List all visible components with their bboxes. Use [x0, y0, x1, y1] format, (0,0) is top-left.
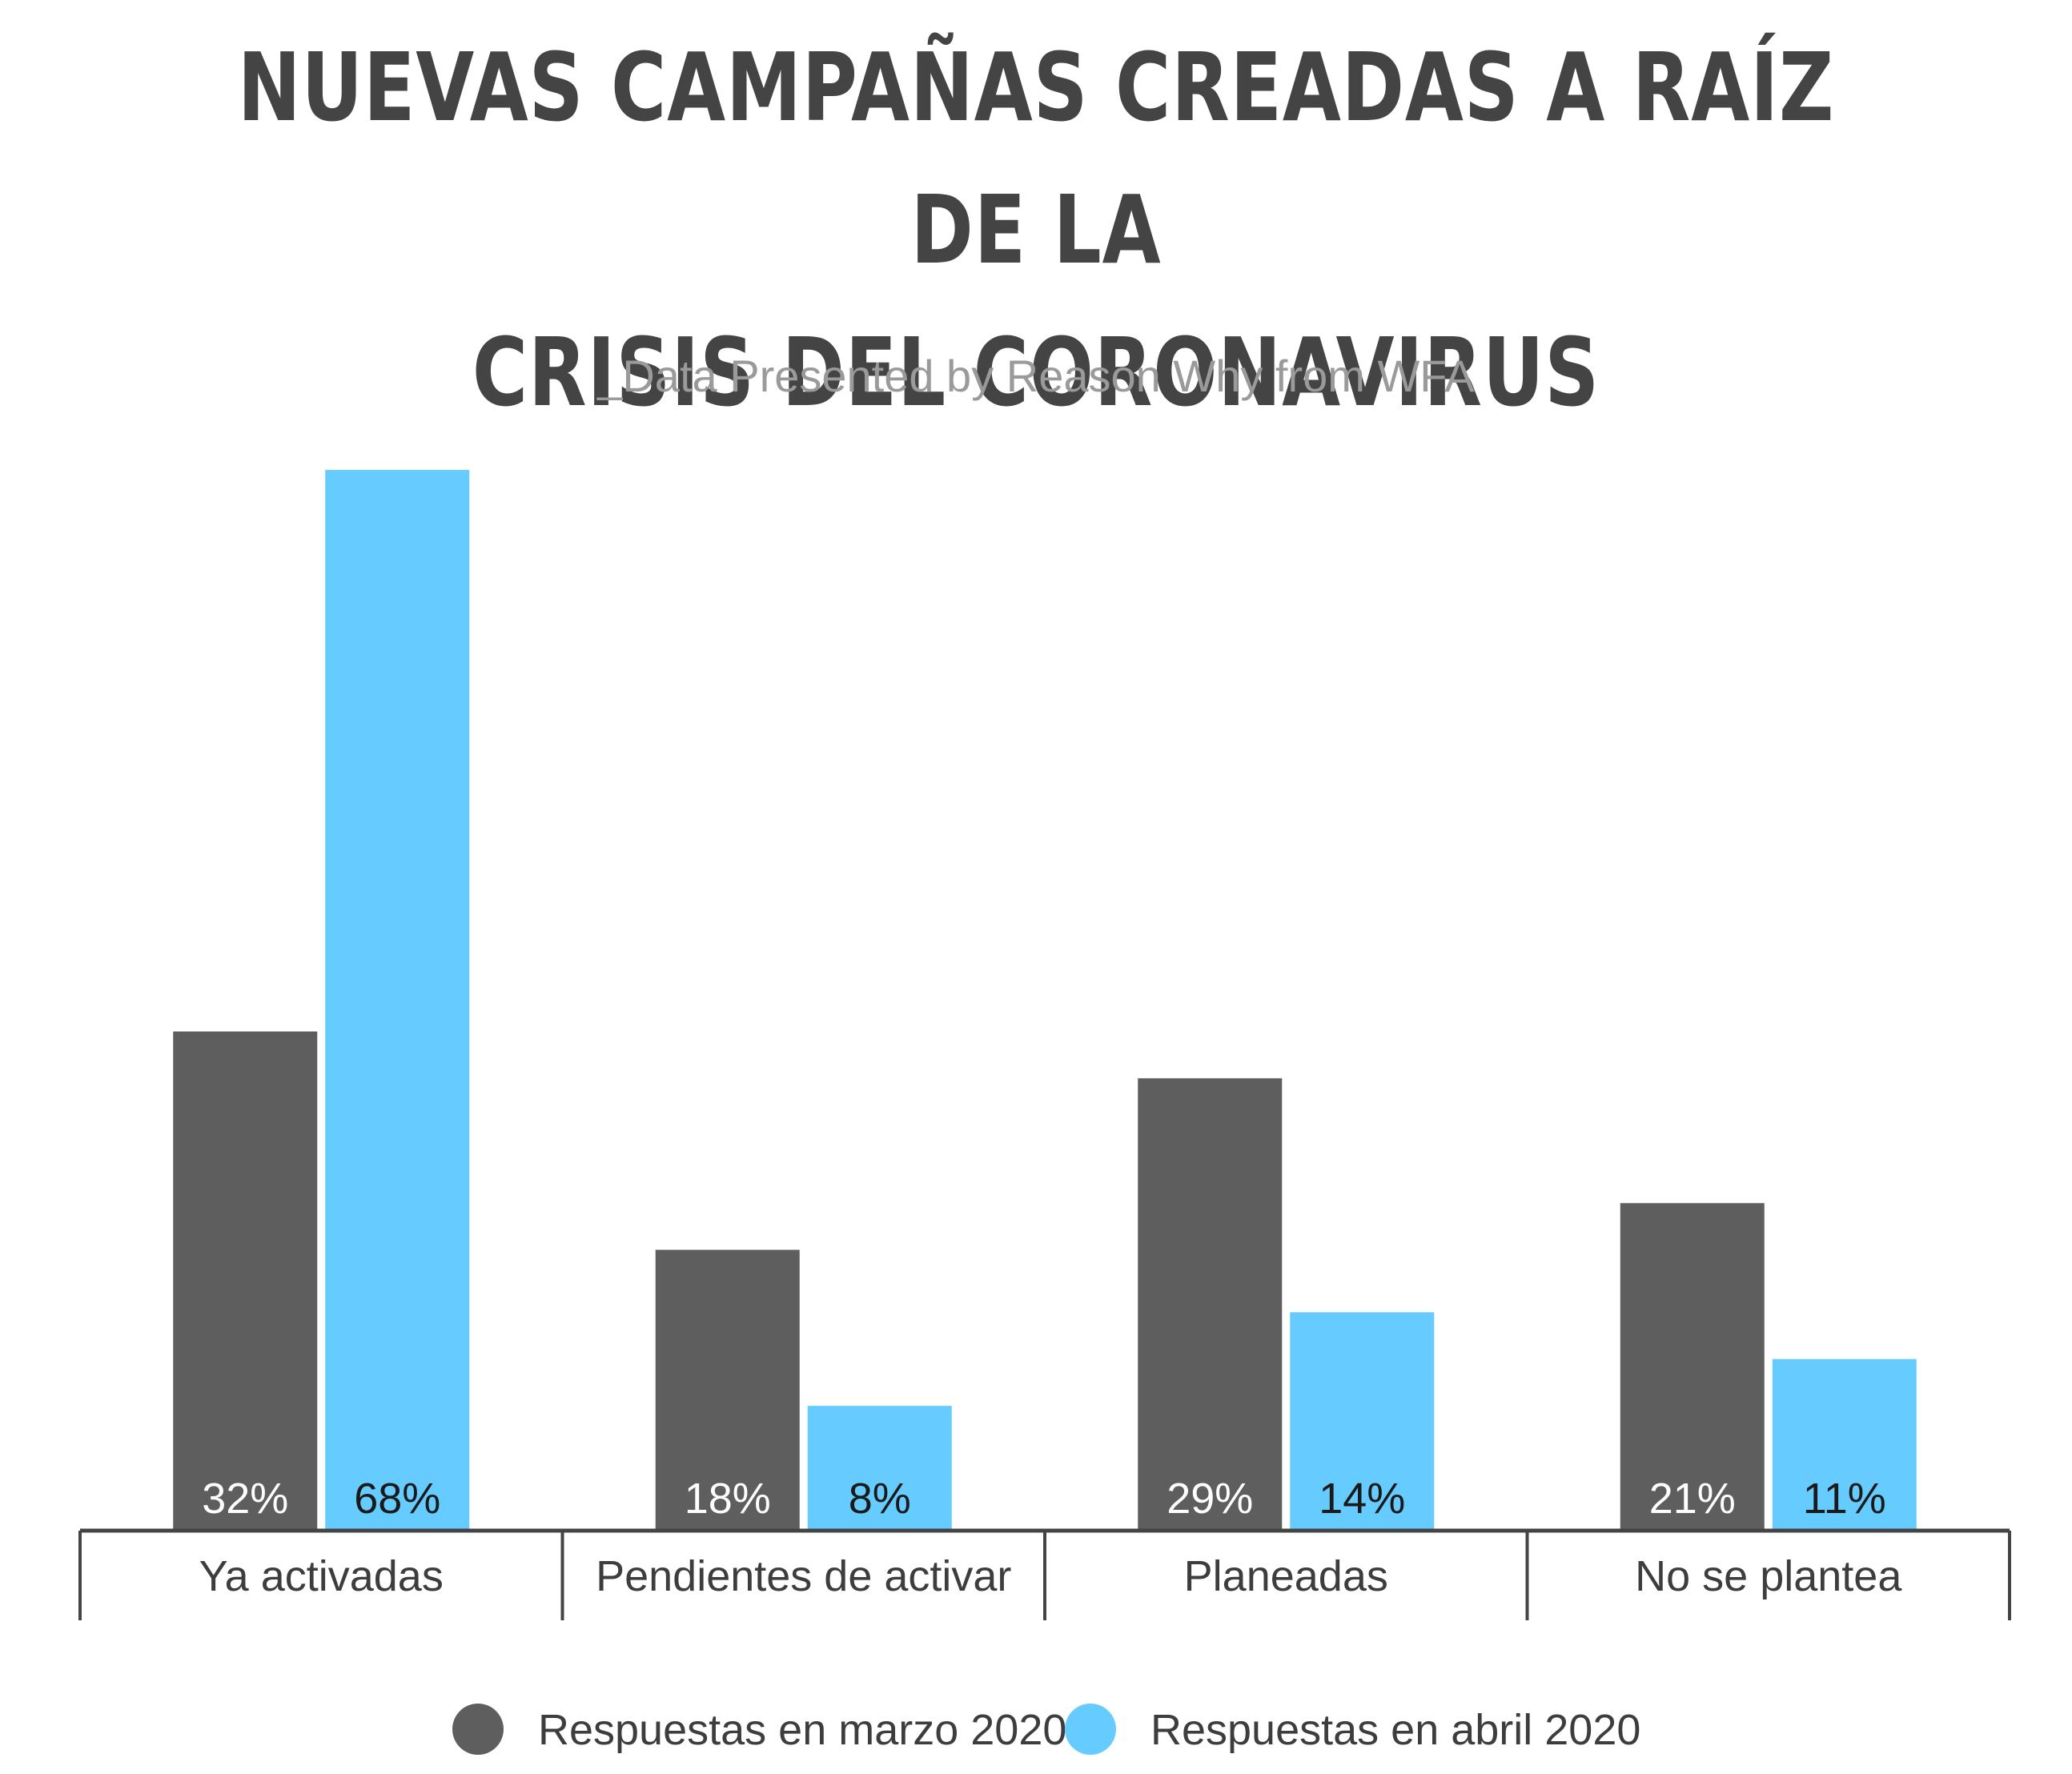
data-label-marzo-2: 18%	[685, 1475, 771, 1523]
bar-marzo-3	[1138, 1078, 1283, 1531]
bar-abril-4	[1772, 1359, 1917, 1531]
legend-label-abril: Respuestas en abril 2020	[1150, 1706, 1640, 1754]
chart-title: NUEVAS CAMPAÑAS CREADAS A RAÍZ DE LA CRI…	[207, 16, 1865, 444]
x-axis: Ya activadas Pendientes de activar Planead…	[78, 1528, 2011, 1620]
data-label-abril-3: 14%	[1319, 1475, 1405, 1523]
bar-abril-3	[1290, 1312, 1435, 1531]
data-label-abril-2: 8%	[849, 1475, 911, 1523]
chart-title-line-2: CRISIS DEL CORONAVIRUS	[472, 317, 1600, 427]
x-tick-label-2: Pendientes de activar	[596, 1552, 1011, 1600]
data-label-marzo-3: 29%	[1167, 1475, 1253, 1523]
x-tick-label-3: Planeadas	[1184, 1552, 1388, 1600]
legend-marker-abril	[1065, 1704, 1116, 1755]
chart-title-line-1: NUEVAS CAMPAÑAS CREADAS A RAÍZ DE LA	[237, 32, 1835, 285]
x-tick-label-1: Ya activadas	[199, 1552, 444, 1600]
bar-abril-1	[325, 470, 470, 1531]
legend: Respuestas en marzo 2020 Respuestas en ab…	[452, 1704, 1640, 1755]
bars-group: 32% 68% 18% 8% 29% 14% 21% 11%	[173, 470, 1917, 1531]
data-label-marzo-1: 32%	[202, 1475, 288, 1523]
bar-marzo-4	[1620, 1202, 1765, 1531]
bar-abril-2	[807, 1406, 952, 1531]
data-label-abril-1: 68%	[354, 1475, 440, 1523]
data-label-abril-4: 11%	[1803, 1475, 1886, 1523]
chart-subtitle: _Data Presented by Reason Why from WFA	[597, 351, 1475, 401]
legend-label-marzo: Respuestas en marzo 2020	[538, 1706, 1066, 1754]
x-tick-label-4: No se plantea	[1635, 1552, 1902, 1600]
data-label-marzo-4: 21%	[1649, 1475, 1736, 1523]
bar-marzo-1	[173, 1031, 318, 1531]
legend-marker-marzo	[452, 1704, 504, 1755]
bar-marzo-2	[655, 1250, 800, 1531]
